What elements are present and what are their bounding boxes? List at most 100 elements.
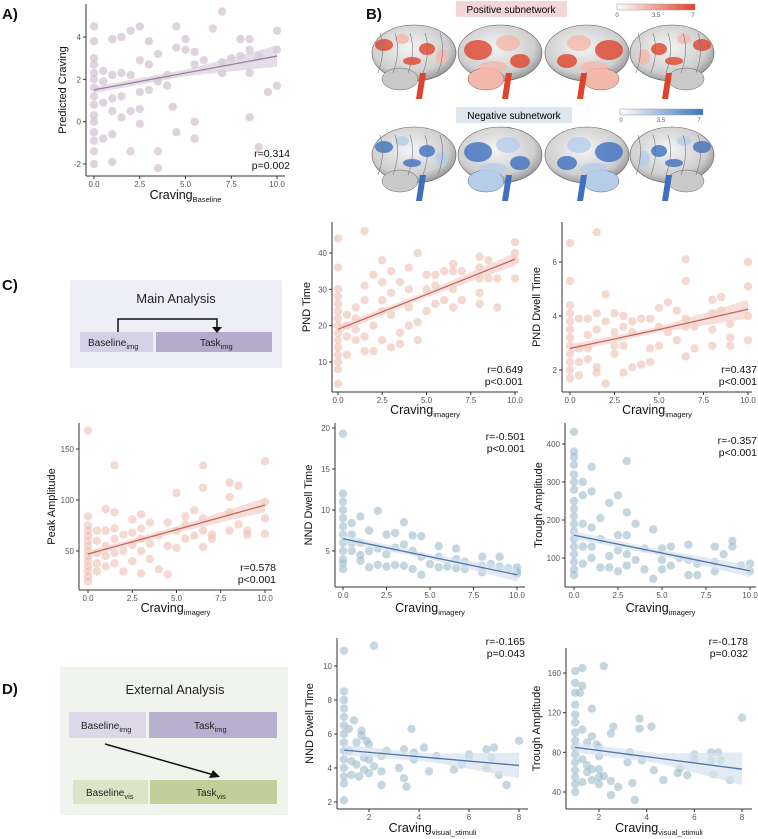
data-point (622, 508, 631, 517)
correlation-r: r=0.578 (240, 562, 276, 574)
data-point (601, 379, 610, 388)
data-point (645, 314, 655, 323)
data-point (596, 563, 605, 572)
data-point (569, 453, 579, 462)
brain-view (371, 126, 457, 201)
data-point (89, 147, 99, 156)
p-value: p<0.001 (719, 376, 757, 388)
data-point (578, 491, 587, 500)
panel-label-c: C) (2, 277, 18, 294)
data-point (613, 531, 623, 540)
negative-label-box (456, 107, 572, 123)
data-point (635, 724, 644, 733)
data-point (108, 130, 117, 139)
data-point (422, 270, 431, 279)
y-tick-label: 40 (318, 249, 327, 258)
p-value: p<0.001 (238, 574, 276, 586)
data-point (622, 531, 631, 540)
y-axis-label: PND Time (301, 282, 313, 332)
data-point (333, 285, 343, 294)
data-point (172, 43, 181, 52)
data-point (630, 795, 639, 805)
data-point (510, 237, 520, 247)
p-value: p=0.002 (252, 160, 290, 172)
data-point (338, 564, 348, 574)
x-axis-label: Cravingimagery (626, 601, 696, 617)
regression-line (87, 504, 266, 555)
data-point (190, 47, 199, 57)
y-axis-label: Peak Amplitude (46, 468, 58, 544)
x-tick-label: 0.0 (337, 591, 349, 600)
data-point (198, 526, 208, 535)
brain-view (544, 24, 630, 99)
data-point (587, 553, 596, 563)
data-point (478, 552, 487, 561)
x-tick-label: 7.5 (226, 180, 238, 189)
data-point (719, 550, 728, 559)
data-point (98, 66, 108, 76)
data-point (377, 780, 386, 790)
confidence-band (343, 534, 517, 582)
scatter-plot-a: 0.0 2.5 5.0 7.5 10.0 -2 0 2 4 Predicted Craving Cr… (57, 4, 290, 204)
data-point (339, 687, 349, 696)
data-point (356, 556, 365, 566)
data-point (234, 520, 243, 529)
baseline-vis-box (73, 780, 148, 804)
data-point (181, 512, 190, 521)
y-axis-label: NND Dwell Time (303, 465, 315, 546)
data-point (369, 641, 379, 650)
data-point (136, 569, 146, 578)
positive-colorbar-mid: 3.5 (652, 13, 661, 19)
data-point (225, 526, 234, 535)
data-point (684, 540, 693, 549)
confidence-band (338, 253, 515, 333)
data-point (364, 768, 374, 778)
y-tick-label: 400 (547, 440, 561, 449)
data-point (605, 551, 614, 561)
data-point (136, 524, 146, 533)
data-point (110, 524, 119, 533)
data-point (373, 560, 382, 570)
data-point (565, 325, 575, 334)
p-value: p<0.001 (487, 443, 525, 455)
data-point (413, 248, 422, 258)
data-point (110, 534, 119, 543)
x-tick-label: 6 (467, 813, 472, 822)
data-point (190, 60, 199, 69)
data-point (672, 306, 681, 315)
data-point (649, 574, 658, 584)
scatter-plot-c5: 0.0 2.5 5.0 7.5 10.0 100 200 300 400 Trough Ampli… (533, 423, 758, 617)
data-point (339, 704, 349, 713)
data-point (654, 303, 664, 313)
data-point (144, 60, 154, 69)
data-point (338, 522, 348, 531)
data-point (89, 111, 99, 120)
data-point (364, 563, 374, 572)
data-point (574, 357, 584, 367)
data-point (399, 540, 409, 549)
data-point (144, 85, 154, 95)
data-point (181, 34, 190, 44)
baseline-vis-label: Baselinevis (86, 788, 134, 801)
positive-colorbar-max: 7 (691, 13, 695, 19)
data-point (243, 530, 252, 539)
y-tick-label: 100 (547, 554, 561, 563)
data-point (92, 536, 102, 545)
data-point (570, 678, 580, 688)
y-tick-label: 200 (547, 516, 561, 525)
data-point (333, 350, 343, 359)
data-point (594, 764, 604, 774)
data-point (360, 281, 369, 290)
data-point (743, 257, 753, 267)
data-point (110, 461, 119, 470)
data-point (190, 134, 199, 143)
data-point (135, 87, 144, 97)
data-point (117, 113, 126, 122)
x-tick-label: 10.0 (507, 396, 523, 405)
data-point (339, 646, 349, 655)
data-point (338, 497, 348, 506)
data-point (135, 104, 144, 114)
x-axis-label: Cravingimagery (390, 403, 460, 419)
data-point (619, 322, 628, 331)
